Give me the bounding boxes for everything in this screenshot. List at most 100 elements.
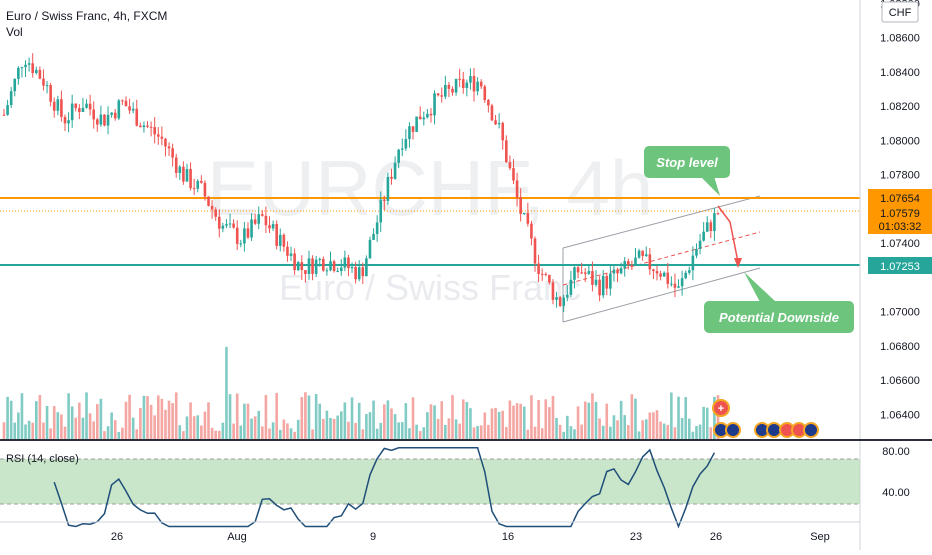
volume-bar: [354, 423, 357, 440]
candle-body: [483, 86, 487, 101]
candle-body: [300, 262, 304, 271]
volume-bar: [282, 419, 286, 440]
eu-flag-icon[interactable]: [725, 422, 741, 438]
candle-body: [24, 64, 27, 68]
candle-body: [616, 269, 619, 274]
rsi-line[interactable]: [53, 447, 716, 529]
candle-body: [34, 69, 38, 74]
volume-bar: [508, 400, 512, 440]
support-price-label: [868, 257, 932, 274]
candle-body: [490, 105, 494, 121]
channel-upper-line[interactable]: [562, 195, 761, 249]
volume-bar: [422, 427, 426, 440]
volume-bar: [709, 427, 713, 440]
candle-body: [540, 273, 544, 275]
candle-body: [307, 258, 311, 274]
volume-bar: [253, 416, 257, 440]
volume-bar: [627, 425, 630, 440]
currency-badge-text: CHF: [889, 7, 912, 19]
volume-bar: [318, 403, 322, 440]
volume-bar: [393, 414, 397, 440]
candle-body: [512, 168, 515, 181]
candle-body: [400, 148, 404, 150]
candle-body: [264, 215, 268, 226]
candle-body: [558, 297, 562, 306]
event-icons[interactable]: +: [712, 399, 819, 438]
candle-body: [20, 67, 24, 69]
volume-bar: [343, 402, 347, 440]
currency-badge[interactable]: [881, 1, 919, 23]
rsi-tick-40: 40.00: [882, 487, 910, 499]
event-flag-icon[interactable]: [712, 399, 730, 417]
downside-box[interactable]: [704, 301, 854, 333]
volume-bar: [698, 424, 702, 440]
volume-bar: [300, 397, 304, 440]
candle-body: [673, 283, 677, 288]
candle-body: [677, 286, 680, 288]
candle-body: [257, 214, 261, 224]
candle-body: [368, 239, 372, 259]
candle-body: [415, 116, 418, 132]
volume-bar: [372, 400, 375, 440]
symbol-title[interactable]: Euro / Swiss Franc, 4h, FXCM: [6, 9, 168, 23]
volume-bar: [153, 415, 156, 440]
eu-flag-icon[interactable]: [803, 422, 819, 438]
volume-bar: [375, 428, 379, 440]
potential-downside-callout[interactable]: Potential Downside: [704, 272, 854, 333]
candle-body: [713, 213, 716, 232]
candle-body: [339, 267, 343, 272]
volume-bar: [257, 410, 261, 440]
volume-bar: [304, 392, 307, 440]
volume-bar: [702, 406, 705, 440]
candle-body: [146, 125, 149, 127]
volume-bar: [164, 409, 167, 440]
volume-bar: [74, 417, 78, 440]
candle-body: [271, 224, 275, 229]
volume-bar: [113, 420, 117, 440]
candle-body: [444, 84, 447, 97]
volume-bar: [655, 410, 659, 440]
projected-downside-path[interactable]: [717, 205, 739, 263]
volume-bar: [156, 395, 160, 440]
volume-bar: [526, 429, 530, 440]
candle-body: [282, 234, 286, 247]
price-tick-label: 1.08200: [880, 101, 920, 113]
candle-body: [487, 100, 490, 106]
volume-bar: [88, 413, 92, 440]
candle-body: [354, 266, 357, 280]
volume-bar: [49, 428, 52, 440]
volume-bar: [573, 429, 576, 440]
volume-bar: [716, 395, 720, 440]
candle-body: [479, 81, 483, 87]
candle-body: [548, 274, 551, 283]
volume-bar: [426, 412, 429, 440]
candle-body: [386, 176, 390, 201]
eu-flag-icon[interactable]: [766, 422, 782, 438]
channel-lower-line[interactable]: [562, 267, 761, 323]
event-flag-glyph: +: [718, 403, 724, 415]
candle-body: [45, 85, 49, 87]
price-tick-label: 1.06800: [880, 341, 920, 353]
candle-body: [2, 114, 6, 116]
candle-body: [594, 279, 598, 285]
volume-bar: [203, 411, 207, 440]
stop-level-text: Stop level: [656, 155, 718, 170]
volume-bar: [110, 412, 113, 440]
candle-body: [38, 69, 42, 79]
volume-bar: [695, 426, 698, 440]
volume-bar: [540, 428, 544, 440]
price-channel[interactable]: [562, 195, 761, 323]
price-tick-label: 1.07000: [880, 307, 920, 319]
channel-midline[interactable]: [562, 231, 761, 286]
volume-bar: [128, 394, 131, 440]
candle-body: [601, 275, 605, 296]
volume-bar: [601, 425, 605, 440]
stop-level-box[interactable]: [644, 146, 730, 178]
volume-bar: [350, 397, 354, 440]
candle-body: [78, 108, 81, 113]
volume-bar: [451, 395, 454, 440]
stop-level-callout[interactable]: Stop level: [644, 146, 730, 196]
volume-series: [2, 346, 720, 440]
